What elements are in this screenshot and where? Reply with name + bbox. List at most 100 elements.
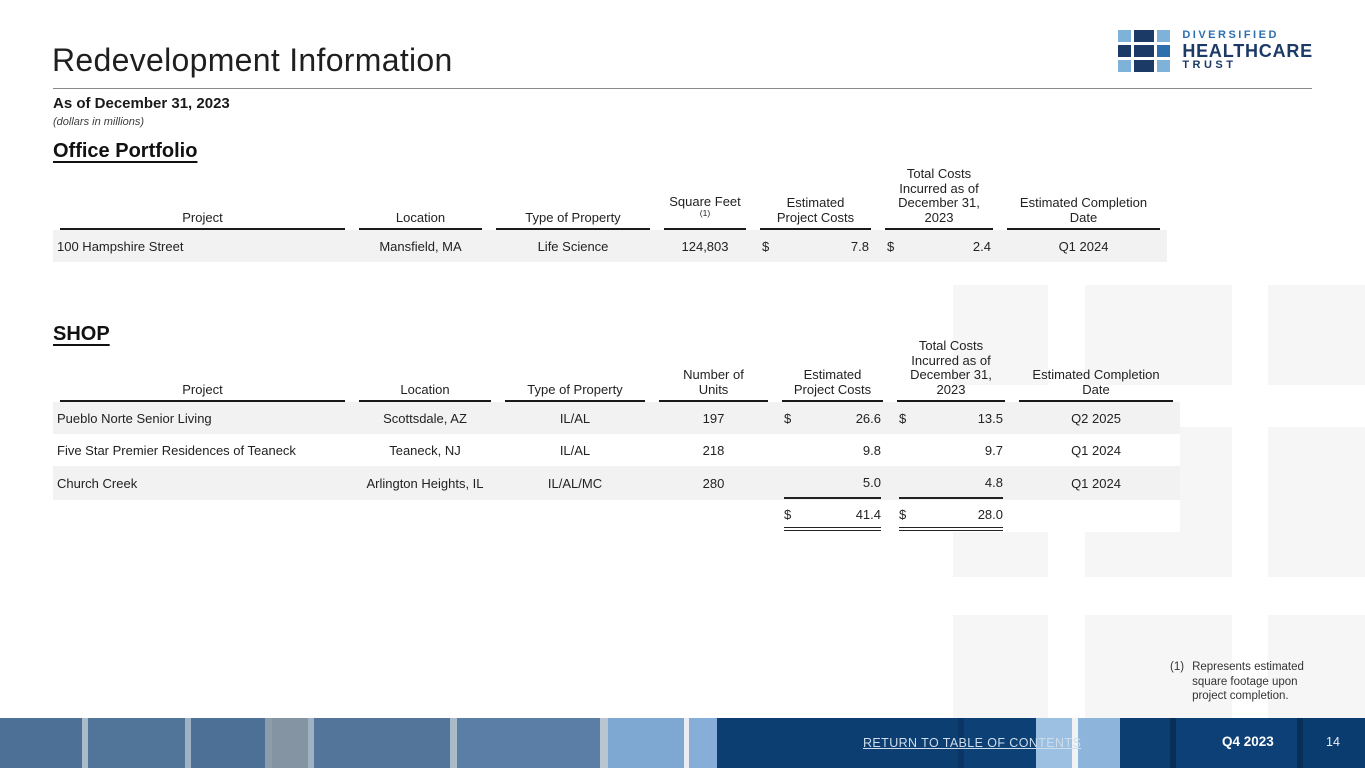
completion-date-cell: Q2 2025	[1012, 402, 1180, 434]
logo-wordmark: DIVERSIFIED HEALTHCARE TRUST	[1182, 30, 1313, 72]
quarter-label: Q4 2023	[1222, 734, 1274, 749]
shop-table: Project Location Type of Property Number…	[53, 339, 1180, 532]
shop-col-estimated-costs: Estimated Project Costs	[782, 368, 883, 402]
currency-symbol: $	[887, 239, 894, 254]
logo-square	[1134, 60, 1154, 72]
incurred-cost-cell: 9.7	[899, 435, 1003, 465]
logo-square	[1118, 45, 1131, 57]
currency-symbol: $	[899, 411, 906, 426]
office-portfolio-table: Project Location Type of Property Square…	[53, 167, 1167, 262]
office-col-square-feet: Square Feet (1)	[664, 195, 746, 230]
office-col-incurred-costs: Total Costs Incurred as of December 31, …	[885, 167, 993, 230]
background-block	[1268, 427, 1365, 577]
total-estimated-cost: $41.4	[784, 501, 881, 531]
type-cell: IL/AL	[498, 402, 652, 434]
amount: 9.7	[985, 443, 1003, 458]
units-note: (dollars in millions)	[53, 116, 144, 128]
amount: 28.0	[978, 507, 1003, 522]
shop-col-incurred-costs: Total Costs Incurred as of December 31, …	[897, 339, 1005, 402]
completion-date-cell: Q1 2024	[1012, 434, 1180, 466]
location-cell: Scottsdale, AZ	[352, 402, 498, 434]
as-of-date: As of December 31, 2023	[53, 95, 230, 112]
table-row: Five Star Premier Residences of Teaneck …	[53, 434, 1180, 466]
total-incurred-cost: $28.0	[899, 501, 1003, 531]
amount: 5.0	[863, 475, 881, 490]
shop-col-type: Type of Property	[505, 383, 645, 403]
shop-col-project: Project	[60, 383, 345, 403]
background-block	[1268, 285, 1365, 385]
table-row: Church Creek Arlington Heights, IL IL/AL…	[53, 466, 1180, 500]
footnote-marker: (1)	[1170, 660, 1184, 704]
section-title-shop: SHOP	[53, 323, 110, 346]
estimated-cost-cell: 9.8	[784, 435, 881, 465]
amount: 9.8	[863, 443, 881, 458]
completion-date-cell: Q1 2024	[1012, 466, 1180, 500]
office-col-type: Type of Property	[496, 211, 650, 231]
return-to-toc-link[interactable]: RETURN TO TABLE OF CONTENTS	[863, 736, 1081, 750]
table-row: Pueblo Norte Senior Living Scottsdale, A…	[53, 402, 1180, 434]
logo-square	[1118, 30, 1131, 42]
currency-symbol: $	[899, 507, 906, 522]
background-block	[953, 615, 1048, 718]
units-cell: 218	[652, 434, 775, 466]
office-col-estimated-costs: Estimated Project Costs	[760, 196, 871, 230]
logo-square	[1118, 60, 1131, 72]
amount: 13.5	[978, 411, 1003, 426]
type-cell: Life Science	[489, 230, 657, 262]
shop-col-units: Number of Units	[659, 368, 768, 402]
location-cell: Mansfield, MA	[352, 230, 489, 262]
incurred-cost-cell: 4.8	[899, 467, 1003, 499]
footnote-text: Represents estimated square footage upon…	[1192, 660, 1328, 704]
estimated-cost-cell: $7.8	[762, 231, 869, 261]
logo-square	[1134, 45, 1154, 57]
office-col-completion-date: Estimated Completion Date	[1007, 196, 1160, 230]
currency-symbol: $	[762, 239, 769, 254]
logo-line-diversified: DIVERSIFIED	[1182, 30, 1313, 42]
currency-symbol: $	[784, 411, 791, 426]
company-logo: DIVERSIFIED HEALTHCARE TRUST	[1118, 30, 1313, 72]
units-cell: 197	[652, 402, 775, 434]
location-cell: Teaneck, NJ	[352, 434, 498, 466]
logo-grid-icon	[1118, 30, 1170, 72]
section-title-office-portfolio: Office Portfolio	[53, 140, 197, 163]
location-cell: Arlington Heights, IL	[352, 466, 498, 500]
estimated-cost-cell: $26.6	[784, 403, 881, 433]
office-col-location: Location	[359, 211, 482, 231]
square-feet-label: Square Feet	[669, 194, 741, 209]
office-col-project: Project	[60, 211, 345, 231]
completion-date-cell: Q1 2024	[1000, 230, 1167, 262]
page-number: 14	[1326, 735, 1340, 749]
amount: 7.8	[851, 239, 869, 254]
currency-symbol: $	[784, 507, 791, 522]
office-header-row: Project Location Type of Property Square…	[53, 167, 1167, 230]
logo-line-healthcare: HEALTHCARE	[1182, 42, 1313, 61]
project-cell: 100 Hampshire Street	[53, 230, 352, 262]
units-cell: 280	[652, 466, 775, 500]
type-cell: IL/AL	[498, 434, 652, 466]
table-row: 100 Hampshire Street Mansfield, MA Life …	[53, 230, 1167, 262]
logo-square	[1157, 60, 1170, 72]
header-divider	[53, 88, 1312, 89]
project-cell: Five Star Premier Residences of Teaneck	[53, 434, 352, 466]
project-cell: Church Creek	[53, 466, 352, 500]
footnote-marker: (1)	[700, 208, 710, 218]
shop-header-row: Project Location Type of Property Number…	[53, 339, 1180, 402]
totals-row: $41.4 $28.0	[53, 500, 1180, 532]
shop-col-location: Location	[359, 383, 491, 403]
footer-bar: RETURN TO TABLE OF CONTENTS Q4 2023 14	[0, 718, 1365, 768]
square-feet-cell: 124,803	[657, 230, 753, 262]
type-cell: IL/AL/MC	[498, 466, 652, 500]
incurred-cost-cell: $13.5	[899, 403, 1003, 433]
amount: 26.6	[856, 411, 881, 426]
slide: Redevelopment Information As of December…	[0, 0, 1365, 768]
amount: 41.4	[856, 507, 881, 522]
amount: 4.8	[985, 475, 1003, 490]
project-cell: Pueblo Norte Senior Living	[53, 402, 352, 434]
logo-line-trust: TRUST	[1182, 60, 1313, 72]
page-title: Redevelopment Information	[52, 42, 453, 79]
logo-square	[1157, 45, 1170, 57]
estimated-cost-cell: 5.0	[784, 467, 881, 499]
footnote: (1) Represents estimated square footage …	[1170, 660, 1328, 704]
logo-square	[1134, 30, 1154, 42]
shop-col-completion-date: Estimated Completion Date	[1019, 368, 1173, 402]
